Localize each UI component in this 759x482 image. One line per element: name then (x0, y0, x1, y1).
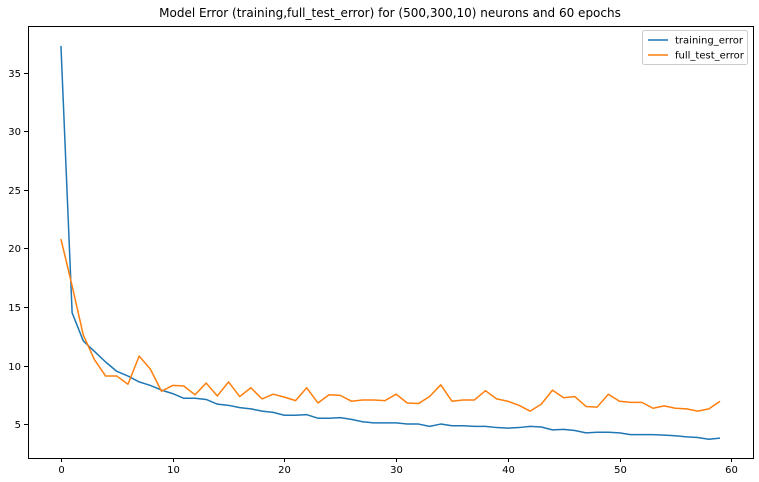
y-tick-label: 15 (8, 303, 21, 314)
y-tick-label: 20 (8, 244, 21, 255)
series-line-training-error (60, 45, 721, 441)
x-tick-label: 0 (58, 465, 64, 476)
x-tick-label: 40 (502, 465, 515, 476)
plot-area (28, 26, 754, 459)
x-tick-label: 50 (614, 465, 627, 476)
y-tick-label: 10 (8, 362, 21, 373)
y-tick-label: 30 (8, 127, 21, 138)
legend-label: training_error (675, 36, 744, 47)
x-tick-label: 10 (167, 465, 180, 476)
y-tick-label: 35 (8, 69, 21, 80)
x-axis: 0 10 20 30 40 50 60 (58, 458, 738, 476)
y-axis: 5 10 15 20 25 30 35 (8, 69, 28, 431)
legend-label: full_test_error (675, 51, 745, 62)
chart-title: Model Error (training,full_test_error) f… (159, 6, 621, 20)
legend-box (642, 30, 748, 65)
x-tick-label: 60 (725, 465, 738, 476)
plot-frame (28, 26, 754, 459)
x-tick-label: 30 (390, 465, 403, 476)
y-tick-label: 25 (8, 186, 21, 197)
series-layer (60, 45, 721, 441)
y-tick-label: 5 (15, 420, 21, 431)
x-tick-label: 20 (278, 465, 291, 476)
legend: training_error full_test_error (642, 30, 748, 65)
series-line-full-test-error (60, 238, 721, 412)
